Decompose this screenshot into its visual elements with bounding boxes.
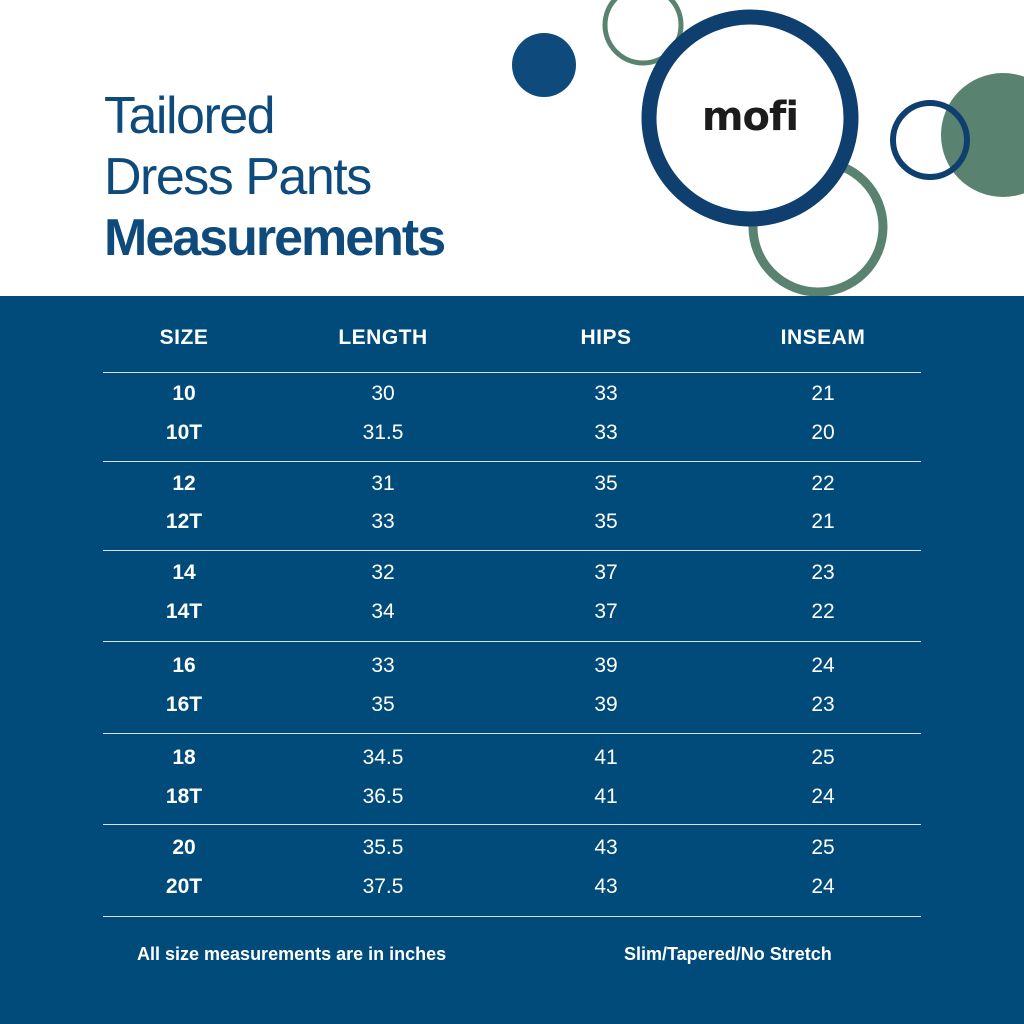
navy-ring-right bbox=[890, 100, 970, 180]
length-cell: 34 bbox=[371, 600, 395, 623]
column-header-length: LENGTH bbox=[338, 326, 428, 349]
header: mofi Tailored Dress Pants Measurements bbox=[0, 0, 1024, 296]
inseam-cell: 21 bbox=[811, 510, 835, 533]
divider bbox=[103, 733, 921, 734]
divider bbox=[103, 461, 921, 462]
navy-dot bbox=[512, 33, 576, 97]
hips-cell: 35 bbox=[594, 472, 618, 495]
title-line-2: Dress Pants bbox=[104, 148, 372, 206]
hips-cell: 43 bbox=[594, 836, 618, 859]
brand-logo: mofi bbox=[701, 94, 799, 140]
green-disc bbox=[941, 73, 1024, 197]
divider bbox=[103, 916, 921, 917]
size-cell: 14T bbox=[165, 600, 203, 623]
size-cell: 16 bbox=[172, 654, 196, 677]
measurement-panel: SIZE LENGTH HIPS INSEAM 10 30 33 21 10T … bbox=[0, 296, 1024, 1024]
divider bbox=[103, 550, 921, 551]
size-cell: 12 bbox=[172, 472, 196, 495]
size-cell: 18T bbox=[165, 785, 203, 808]
hips-cell: 39 bbox=[594, 693, 618, 716]
green-ring-top bbox=[602, 0, 684, 66]
decorative-circles bbox=[512, 0, 1024, 296]
hips-cell: 39 bbox=[594, 654, 618, 677]
size-cell: 20T bbox=[165, 875, 203, 898]
size-cell: 10T bbox=[165, 421, 203, 444]
hips-cell: 37 bbox=[594, 561, 618, 584]
inseam-cell: 23 bbox=[811, 561, 835, 584]
length-cell: 31 bbox=[371, 472, 395, 495]
length-cell: 33 bbox=[371, 654, 395, 677]
length-cell: 34.5 bbox=[362, 746, 404, 769]
hips-cell: 33 bbox=[594, 421, 618, 444]
divider bbox=[103, 824, 921, 825]
inseam-cell: 24 bbox=[811, 785, 835, 808]
units-note: All size measurements are in inches bbox=[137, 944, 447, 964]
fit-note: Slim/Tapered/No Stretch bbox=[624, 944, 832, 964]
length-cell: 35.5 bbox=[362, 836, 404, 859]
page-title: Tailored Dress Pants Measurements bbox=[104, 86, 446, 269]
hips-cell: 43 bbox=[594, 875, 618, 898]
size-cell: 16T bbox=[165, 693, 203, 716]
inseam-cell: 21 bbox=[811, 382, 835, 405]
length-cell: 31.5 bbox=[362, 421, 404, 444]
inseam-cell: 23 bbox=[811, 693, 835, 716]
divider bbox=[103, 641, 921, 642]
logo-badge bbox=[641, 9, 859, 227]
hips-cell: 37 bbox=[594, 600, 618, 623]
title-line-3: Measurements bbox=[104, 209, 446, 267]
size-cell: 18 bbox=[172, 746, 196, 769]
inseam-cell: 22 bbox=[811, 472, 835, 495]
inseam-cell: 22 bbox=[811, 600, 835, 623]
hips-cell: 41 bbox=[594, 746, 618, 769]
length-cell: 35 bbox=[371, 693, 395, 716]
length-cell: 33 bbox=[371, 510, 395, 533]
size-cell: 14 bbox=[172, 561, 196, 584]
column-header-size: SIZE bbox=[159, 326, 209, 349]
inseam-cell: 24 bbox=[811, 875, 835, 898]
hips-cell: 41 bbox=[594, 785, 618, 808]
inseam-cell: 25 bbox=[811, 746, 835, 769]
divider bbox=[103, 372, 921, 373]
length-cell: 30 bbox=[371, 382, 395, 405]
hips-cell: 35 bbox=[594, 510, 618, 533]
inseam-cell: 25 bbox=[811, 836, 835, 859]
size-cell: 12T bbox=[165, 510, 203, 533]
length-cell: 37.5 bbox=[362, 875, 404, 898]
size-cell: 10 bbox=[172, 382, 196, 405]
length-cell: 32 bbox=[371, 561, 395, 584]
column-header-hips: HIPS bbox=[580, 326, 632, 349]
inseam-cell: 24 bbox=[811, 654, 835, 677]
size-cell: 20 bbox=[172, 836, 196, 859]
hips-cell: 33 bbox=[594, 382, 618, 405]
title-line-1: Tailored bbox=[104, 87, 276, 145]
column-header-inseam: INSEAM bbox=[780, 326, 866, 349]
length-cell: 36.5 bbox=[362, 785, 404, 808]
inseam-cell: 20 bbox=[811, 421, 835, 444]
